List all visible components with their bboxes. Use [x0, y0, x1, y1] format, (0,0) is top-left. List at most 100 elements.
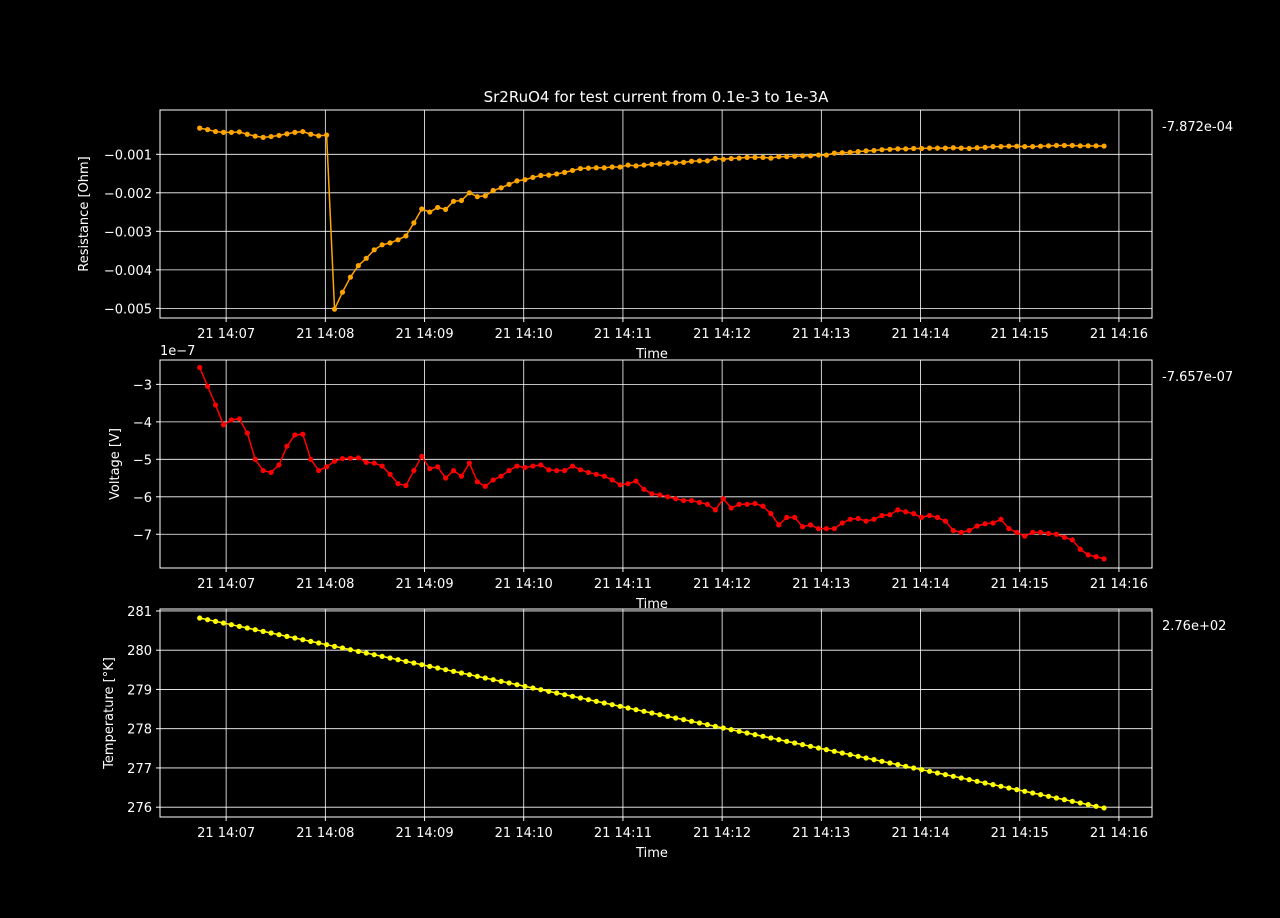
voltage-data-point	[950, 527, 956, 534]
voltage-data-point	[609, 477, 615, 483]
temperature-data-point	[958, 775, 964, 781]
temperature-data-point	[768, 735, 774, 741]
temperature-data-point	[474, 673, 480, 679]
voltage-data-point	[926, 512, 933, 519]
voltage-data-point	[411, 467, 417, 474]
resistance-data-point	[387, 240, 393, 246]
temperature-data-point	[942, 772, 948, 778]
resistance-data-point	[339, 289, 346, 295]
temperature-data-point	[339, 645, 346, 651]
resistance-data-point	[1085, 143, 1091, 149]
temperature-data-point	[316, 640, 322, 646]
voltage-data-point	[577, 467, 584, 473]
resistance-data-point	[942, 145, 948, 151]
resistance-data-point	[815, 152, 822, 158]
voltage-data-point	[633, 478, 639, 484]
temperature-xtick-label: 21 14:09	[395, 826, 453, 841]
voltage-data-point	[681, 497, 687, 504]
resistance-data-point	[562, 169, 568, 175]
resistance-data-point	[696, 158, 703, 164]
voltage-data-point	[1101, 556, 1107, 562]
resistance-data-point	[744, 154, 750, 160]
voltage-data-point	[1093, 554, 1099, 560]
resistance-data-point	[982, 144, 988, 150]
temperature-xtick-label: 21 14:07	[197, 826, 255, 841]
temperature-data-point	[347, 647, 354, 653]
voltage-data-point	[506, 467, 512, 474]
resistance-data-point	[784, 154, 790, 160]
resistance-data-point	[807, 153, 814, 159]
resistance-data-point	[704, 158, 711, 164]
temperature-data-point	[926, 768, 933, 774]
temperature-data-point	[300, 637, 306, 643]
resistance-data-point	[934, 145, 941, 151]
voltage-xtick-label: 21 14:14	[891, 577, 949, 592]
voltage-offset-label: 1e−7	[160, 344, 195, 359]
resistance-ylabel: Resistance [Ohm]	[77, 156, 92, 271]
resistance-data-point	[530, 174, 536, 181]
voltage-data-point	[934, 514, 941, 521]
voltage-data-point	[942, 518, 948, 524]
resistance-data-point	[665, 160, 671, 166]
resistance-data-point	[1037, 143, 1044, 149]
voltage-data-point	[443, 475, 449, 481]
voltage-data-point	[1045, 530, 1052, 537]
temperature-ytick-label: 280	[127, 644, 152, 659]
voltage-data-point	[863, 518, 869, 524]
resistance-data-point	[324, 132, 330, 138]
voltage-last-value-label: -7.657e-07	[1162, 370, 1233, 385]
resistance-data-point	[768, 155, 774, 161]
voltage-data-point	[736, 501, 742, 507]
temperature-data-point	[546, 688, 552, 694]
voltage-data-point	[403, 482, 409, 489]
voltage-data-point	[752, 500, 758, 507]
voltage-data-point	[355, 455, 361, 461]
resistance-data-point	[903, 146, 909, 152]
voltage-data-point	[554, 467, 560, 474]
voltage-data-point	[903, 509, 909, 515]
temperature-data-point	[855, 753, 861, 759]
temperature-data-point	[419, 662, 425, 668]
temperature-data-point	[633, 707, 639, 713]
voltage-data-point	[387, 471, 393, 477]
resistance-data-point	[1093, 143, 1099, 149]
resistance-data-point	[316, 133, 322, 139]
temperature-data-point	[371, 652, 377, 658]
resistance-data-point	[268, 133, 274, 140]
voltage-ytick-label: −6	[133, 491, 152, 506]
temperature-data-point	[1045, 793, 1052, 799]
resistance-data-point	[411, 220, 417, 226]
temperature-data-point	[752, 732, 758, 738]
temperature-ytick-label: 277	[127, 762, 152, 777]
temperature-data-point	[911, 765, 917, 771]
resistance-data-point	[371, 247, 377, 253]
resistance-data-point	[926, 145, 933, 151]
resistance-data-point	[466, 190, 473, 196]
resistance-data-point	[205, 127, 211, 133]
resistance-data-point	[308, 131, 314, 137]
resistance-xtick-label: 21 14:12	[693, 327, 751, 342]
voltage-data-point	[728, 505, 734, 511]
temperature-data-point	[966, 777, 972, 783]
voltage-xtick-label: 21 14:08	[296, 577, 354, 592]
resistance-data-point	[220, 129, 227, 135]
temperature-data-point	[443, 667, 449, 673]
resistance-data-point	[918, 145, 925, 152]
temperature-data-point	[355, 648, 361, 654]
voltage-data-point	[331, 458, 338, 464]
temperature-xtick-label: 21 14:11	[594, 826, 652, 841]
voltage-data-point	[673, 496, 679, 502]
resistance-data-point	[252, 133, 258, 139]
resistance-data-point	[990, 143, 996, 150]
temperature-data-point	[609, 702, 615, 708]
voltage-data-point	[617, 482, 623, 488]
temperature-data-point	[292, 635, 298, 641]
resistance-data-point	[839, 150, 845, 156]
voltage-data-point	[768, 511, 774, 517]
voltage-data-point	[918, 514, 925, 521]
voltage-data-point	[474, 479, 480, 485]
temperature-data-point	[490, 677, 496, 683]
resistance-data-point	[1030, 143, 1036, 150]
resistance-data-point	[419, 206, 425, 212]
voltage-xtick-label: 21 14:09	[395, 577, 453, 592]
